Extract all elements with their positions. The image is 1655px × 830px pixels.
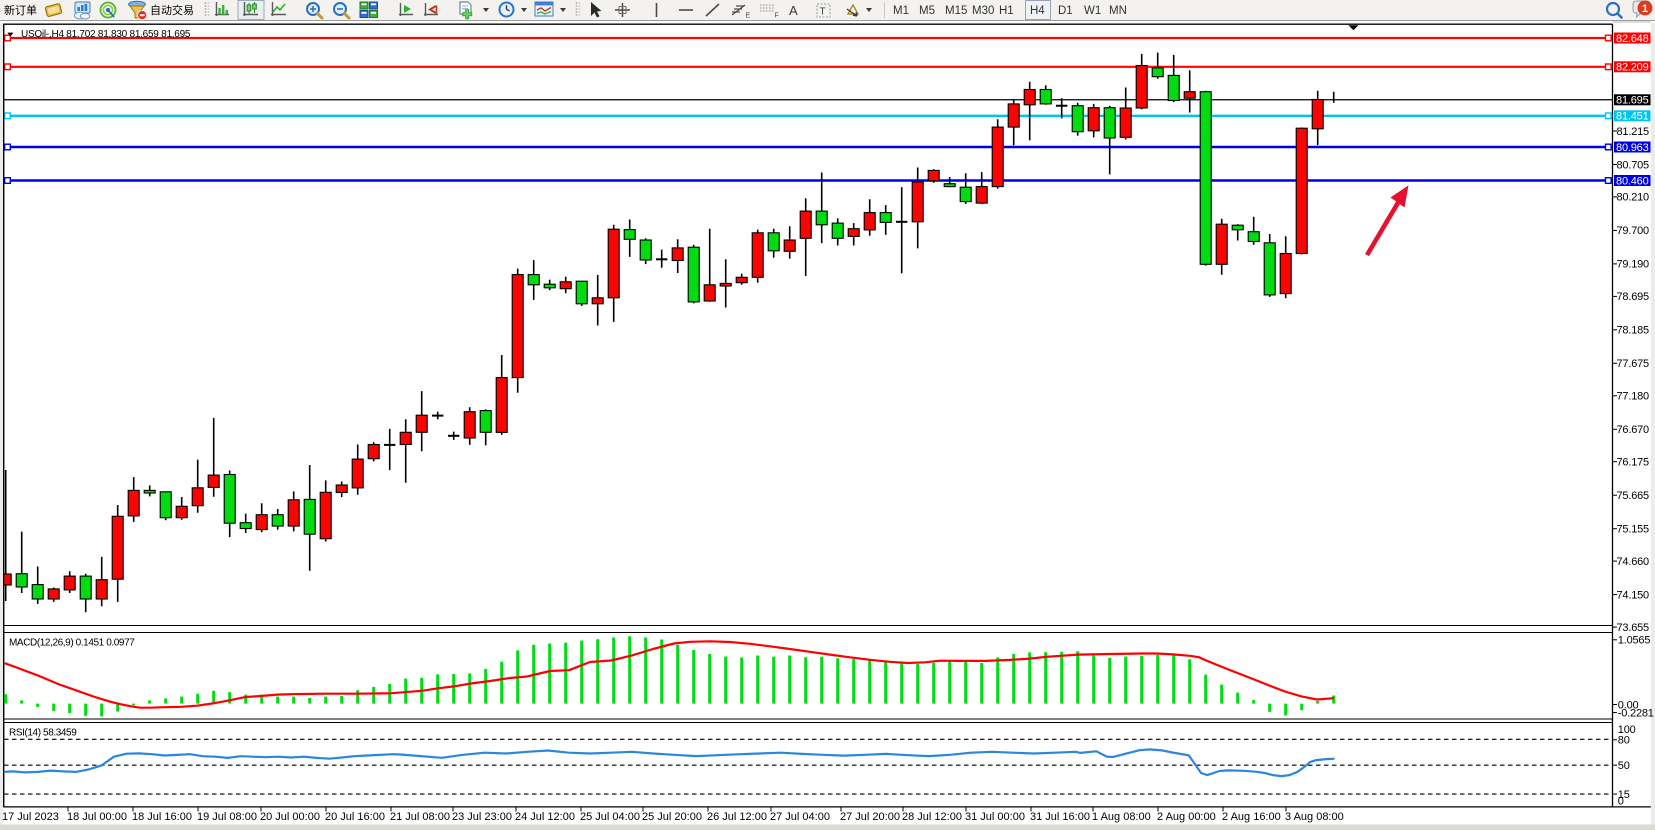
svg-text:M15: M15 xyxy=(945,5,967,17)
svg-text:77.675: 77.675 xyxy=(1617,358,1650,370)
svg-text:新订单: 新订单 xyxy=(4,3,37,17)
svg-text:31 Jul 16:00: 31 Jul 16:00 xyxy=(1030,811,1090,823)
svg-text:USOil-,H4 81.702 81.830 81.65: USOil-,H4 81.702 81.830 81.659 81.695 xyxy=(21,29,191,40)
svg-text:T: T xyxy=(820,7,826,18)
svg-text:2 Aug 16:00: 2 Aug 16:00 xyxy=(1222,811,1281,823)
svg-text:81.215: 81.215 xyxy=(1617,126,1650,138)
svg-text:26 Jul 12:00: 26 Jul 12:00 xyxy=(707,811,767,823)
svg-text:E: E xyxy=(746,13,751,20)
svg-text:80.460: 80.460 xyxy=(1616,175,1649,187)
svg-text:78.185: 78.185 xyxy=(1617,325,1650,337)
svg-text:100: 100 xyxy=(1618,724,1636,736)
svg-text:76.175: 76.175 xyxy=(1617,457,1650,469)
svg-text:80.210: 80.210 xyxy=(1617,192,1650,204)
svg-text:18 Jul 00:00: 18 Jul 00:00 xyxy=(67,811,127,823)
svg-text:19 Jul 08:00: 19 Jul 08:00 xyxy=(197,811,257,823)
svg-text:1 Aug 08:00: 1 Aug 08:00 xyxy=(1092,811,1151,823)
svg-text:77.180: 77.180 xyxy=(1617,391,1650,403)
svg-text:1: 1 xyxy=(1642,3,1648,15)
svg-text:80: 80 xyxy=(1618,735,1630,747)
svg-text:1.0565: 1.0565 xyxy=(1618,635,1651,647)
svg-text:81.451: 81.451 xyxy=(1616,111,1649,123)
svg-text:0.00: 0.00 xyxy=(1618,699,1639,711)
svg-text:81.695: 81.695 xyxy=(1616,95,1649,107)
svg-text:79.190: 79.190 xyxy=(1617,259,1650,271)
svg-text:74.660: 74.660 xyxy=(1617,556,1650,568)
svg-text:79.700: 79.700 xyxy=(1617,225,1650,237)
svg-text:15: 15 xyxy=(1618,789,1630,801)
svg-text:H1: H1 xyxy=(999,5,1014,17)
svg-text:80.705: 80.705 xyxy=(1617,159,1650,171)
svg-text:28 Jul 12:00: 28 Jul 12:00 xyxy=(902,811,962,823)
svg-text:50: 50 xyxy=(1618,760,1630,772)
svg-text:20 Jul 16:00: 20 Jul 16:00 xyxy=(325,811,385,823)
svg-text:M1: M1 xyxy=(893,5,909,17)
svg-text:27 Jul 20:00: 27 Jul 20:00 xyxy=(840,811,900,823)
svg-text:31 Jul 00:00: 31 Jul 00:00 xyxy=(965,811,1025,823)
svg-text:2 Aug 00:00: 2 Aug 00:00 xyxy=(1157,811,1216,823)
svg-text:0: 0 xyxy=(1618,796,1624,808)
svg-text:24 Jul 12:00: 24 Jul 12:00 xyxy=(515,811,575,823)
svg-text:A: A xyxy=(789,3,798,18)
svg-text:73.655: 73.655 xyxy=(1617,622,1650,634)
svg-text:M30: M30 xyxy=(972,5,994,17)
svg-text:25 Jul 20:00: 25 Jul 20:00 xyxy=(642,811,702,823)
svg-text:W1: W1 xyxy=(1084,5,1101,17)
svg-text:M5: M5 xyxy=(919,5,935,17)
svg-text:82.209: 82.209 xyxy=(1616,62,1649,74)
svg-text:74.150: 74.150 xyxy=(1617,589,1650,601)
svg-text:F: F xyxy=(775,13,779,20)
svg-text:25 Jul 04:00: 25 Jul 04:00 xyxy=(580,811,640,823)
svg-text:21 Jul 08:00: 21 Jul 08:00 xyxy=(390,811,450,823)
svg-text:3 Aug 08:00: 3 Aug 08:00 xyxy=(1285,811,1344,823)
svg-text:MACD(12,26,9) 0.1451 0.0977: MACD(12,26,9) 0.1451 0.0977 xyxy=(9,637,135,648)
svg-text:78.695: 78.695 xyxy=(1617,291,1650,303)
svg-text:27 Jul 04:00: 27 Jul 04:00 xyxy=(770,811,830,823)
svg-text:自动交易: 自动交易 xyxy=(150,3,194,17)
svg-text:H4: H4 xyxy=(1030,5,1045,17)
svg-text:-0.2281: -0.2281 xyxy=(1618,707,1654,719)
svg-text:MN: MN xyxy=(1109,5,1127,17)
svg-text:82.648: 82.648 xyxy=(1616,33,1649,45)
svg-text:76.670: 76.670 xyxy=(1617,424,1650,436)
svg-text:18 Jul 16:00: 18 Jul 16:00 xyxy=(132,811,192,823)
svg-text:75.665: 75.665 xyxy=(1617,490,1650,502)
svg-text:RSI(14) 58.3459: RSI(14) 58.3459 xyxy=(9,727,77,738)
svg-text:D1: D1 xyxy=(1058,5,1073,17)
svg-text:80.963: 80.963 xyxy=(1616,142,1649,154)
svg-text:75.155: 75.155 xyxy=(1617,524,1650,536)
svg-text:20 Jul 00:00: 20 Jul 00:00 xyxy=(260,811,320,823)
svg-text:23 Jul 23:00: 23 Jul 23:00 xyxy=(452,811,512,823)
svg-text:17 Jul 2023: 17 Jul 2023 xyxy=(2,811,59,823)
